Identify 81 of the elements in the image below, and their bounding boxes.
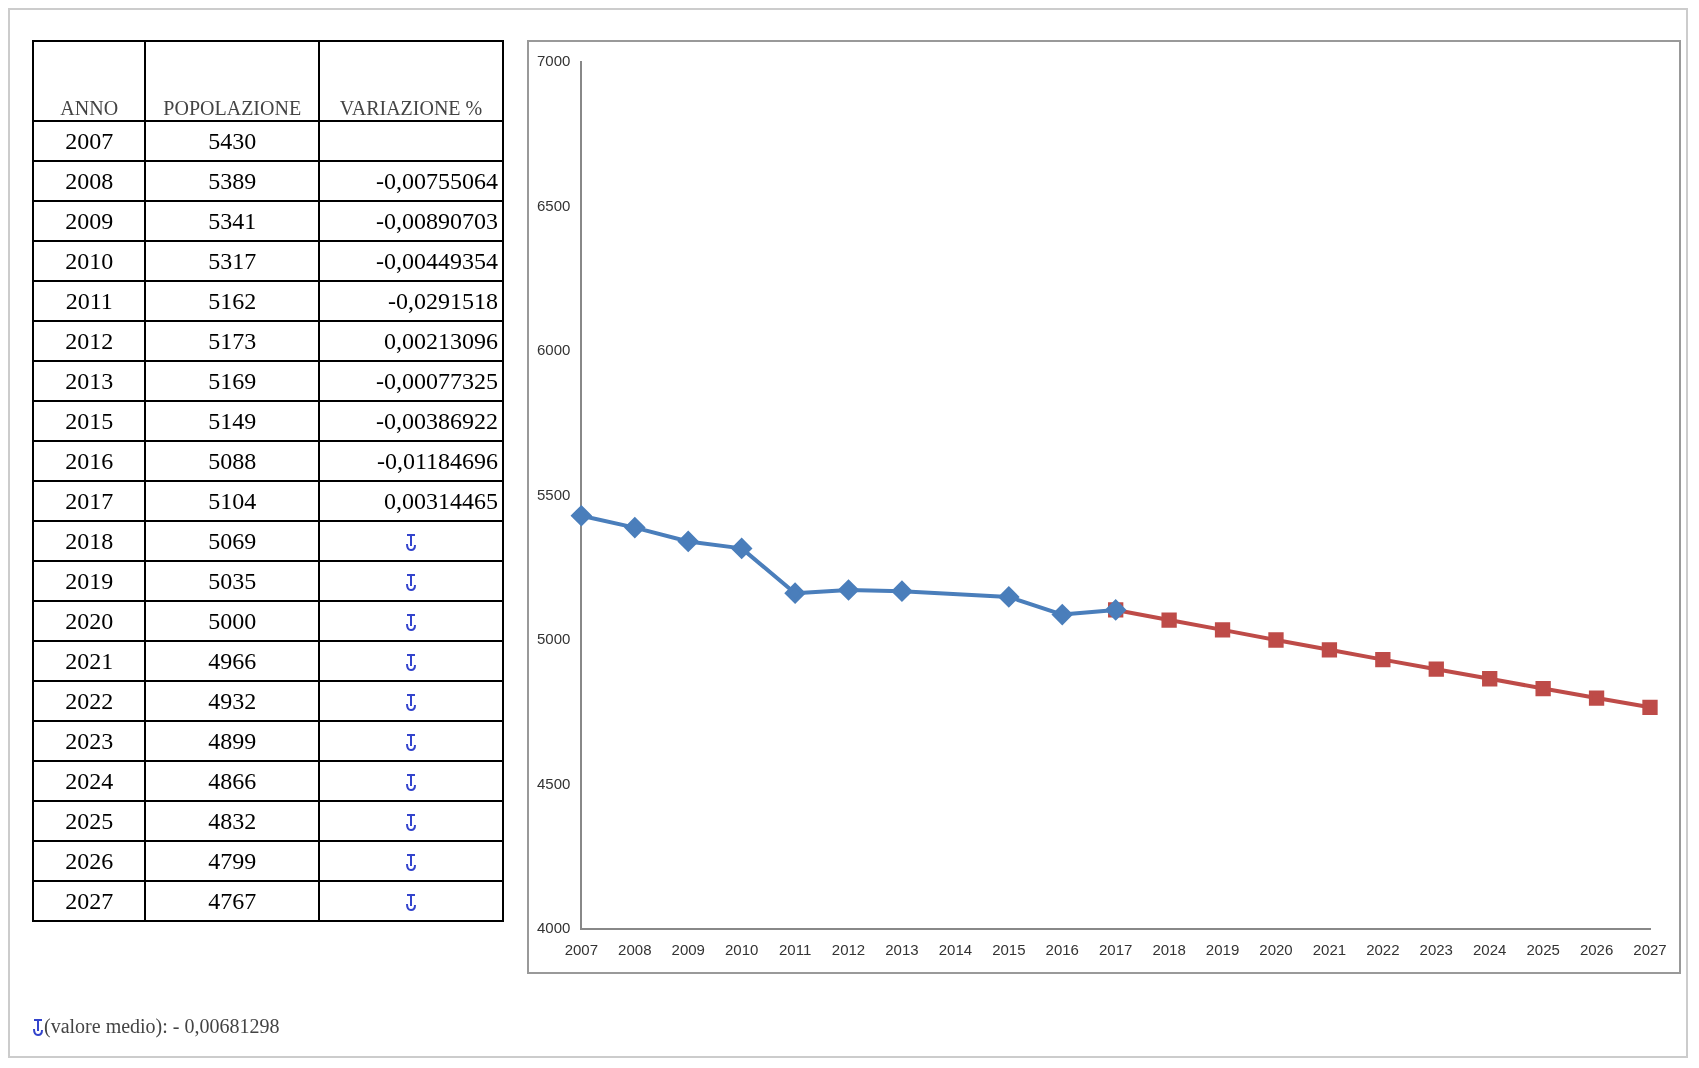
x-tick-label: 2012 — [831, 941, 866, 959]
text: -0,00755064 — [319, 161, 503, 201]
text: 5035 — [145, 561, 320, 601]
text: 4899 — [145, 721, 320, 761]
x-tick-label: 2024 — [1473, 941, 1507, 959]
text: ANNO — [33, 41, 146, 121]
category-label: 2016 — [65, 447, 114, 474]
x-tick-label: 2023 — [1419, 941, 1453, 959]
text: POPOLAZIONE — [145, 41, 320, 121]
category-label: 2025 — [65, 807, 114, 834]
category-label: 2015 — [65, 407, 114, 434]
text: -0,0291518 — [319, 281, 503, 321]
x-tick-label: 2007 — [564, 941, 599, 959]
text: 0,00213096 — [319, 321, 503, 361]
text: 5173 — [145, 321, 320, 361]
x-tick-label: 2017 — [1099, 941, 1133, 959]
x-tick-label: 2013 — [885, 941, 919, 959]
text: 5104 — [145, 481, 320, 521]
category-label: 2017 — [65, 487, 114, 514]
category-label: 2020 — [65, 607, 114, 634]
text: 4932 — [145, 681, 320, 721]
category-label: 2024 — [65, 767, 114, 794]
y-tick-label: 4000 — [536, 919, 571, 937]
category-label: 2011 — [65, 287, 113, 314]
x-tick-label: 2025 — [1526, 941, 1560, 959]
category-label: 2007 — [65, 127, 114, 154]
text: 5317 — [145, 241, 320, 281]
x-tick-label: 2016 — [1045, 941, 1079, 959]
text: 5088 — [145, 441, 320, 481]
text: 5430 — [145, 121, 320, 161]
text: 4832 — [145, 801, 320, 841]
x-tick-label: 2020 — [1259, 941, 1293, 959]
text: -0,00890703 — [319, 201, 503, 241]
text: 5000 — [145, 601, 320, 641]
text: -0,00077325 — [319, 361, 503, 401]
y-tick-label: 5500 — [536, 485, 571, 503]
y-tick-label: 4500 — [536, 774, 571, 792]
text: -0,00386922 — [319, 401, 503, 441]
category-label: 2012 — [65, 327, 114, 354]
text: 5389 — [145, 161, 320, 201]
y-tick-label: 5000 — [536, 630, 571, 648]
x-tick-label: 2027 — [1633, 941, 1667, 959]
category-label: 2018 — [65, 527, 114, 554]
text: -0,00449354 — [319, 241, 503, 281]
category-label: 2023 — [65, 727, 114, 754]
category-label: 2008 — [65, 167, 114, 194]
text: 5169 — [145, 361, 320, 401]
text: -0,01184696 — [319, 441, 503, 481]
text: 4966 — [145, 641, 320, 681]
text: (valore medio): - 0,00681298 — [44, 1015, 280, 1037]
x-tick-label: 2021 — [1312, 941, 1347, 959]
category-label: 2021 — [65, 647, 114, 674]
text: 5162 — [145, 281, 320, 321]
x-tick-label: 2015 — [992, 941, 1026, 959]
text: 5341 — [145, 201, 320, 241]
text: VARIAZIONE % — [319, 41, 503, 121]
text: 4866 — [145, 761, 320, 801]
category-label: 2022 — [65, 687, 114, 714]
category-label: 2019 — [65, 567, 114, 594]
x-tick-label: 2011 — [778, 941, 812, 959]
text: 5069 — [145, 521, 320, 561]
text: 4799 — [145, 841, 320, 881]
text: 0,00314465 — [319, 481, 503, 521]
x-tick-label: 2022 — [1366, 941, 1400, 959]
text: 4767 — [145, 881, 320, 921]
category-label: 2026 — [65, 847, 114, 874]
x-tick-label: 2008 — [618, 941, 652, 959]
y-tick-label: 7000 — [536, 52, 571, 70]
x-tick-label: 2010 — [724, 941, 759, 959]
x-tick-label: 2014 — [938, 941, 973, 959]
category-label: 2027 — [65, 887, 114, 914]
x-tick-label: 2026 — [1579, 941, 1614, 959]
x-tick-label: 2009 — [671, 941, 705, 959]
y-tick-label: 6000 — [536, 341, 571, 359]
category-label: 2010 — [65, 247, 114, 274]
x-tick-label: 2019 — [1205, 941, 1240, 959]
text: 5149 — [145, 401, 320, 441]
category-label: 2009 — [65, 207, 114, 234]
y-tick-label: 6500 — [536, 196, 571, 214]
x-tick-label: 2018 — [1152, 941, 1186, 959]
category-label: 2013 — [65, 367, 114, 394]
